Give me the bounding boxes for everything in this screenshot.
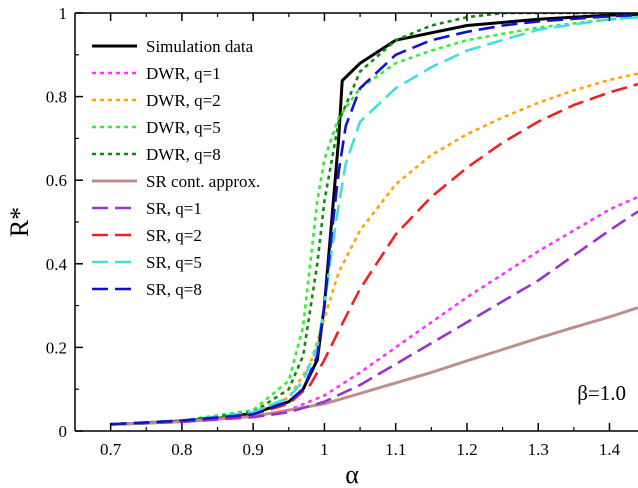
y-tick-label: 0.8	[46, 88, 67, 107]
legend-label-10: SR, q=8	[146, 280, 202, 299]
y-tick-label: 0.6	[46, 171, 67, 190]
annotation-beta: β=1.0	[577, 381, 626, 405]
legend-label-6: SR cont. approx.	[146, 172, 260, 191]
x-tick-label: 0.9	[243, 440, 264, 459]
x-tick-label: 1	[320, 440, 329, 459]
series-line-7	[110, 210, 638, 426]
legend-label-1: Simulation data	[146, 37, 254, 56]
y-tick-label: 1	[59, 4, 68, 23]
x-tick-label: 0.8	[171, 440, 192, 459]
y-tick-label: 0	[59, 422, 68, 441]
series-line-10	[110, 13, 638, 426]
legend-label-7: SR, q=1	[146, 199, 202, 218]
legend-label-5: DWR, q=8	[146, 145, 221, 164]
x-tick-label: 1.2	[456, 440, 477, 459]
y-axis-label: R*	[5, 207, 34, 237]
legend-label-8: SR, q=2	[146, 226, 202, 245]
x-tick-label: 1.4	[599, 440, 621, 459]
x-tick-label: 1.3	[528, 440, 549, 459]
series-line-9	[110, 15, 638, 426]
series-layer	[110, 13, 638, 426]
series-line-6	[110, 306, 638, 426]
legend-label-4: DWR, q=5	[146, 118, 221, 137]
legend-label-3: DWR, q=2	[146, 91, 221, 110]
legend: Simulation data DWR, q=1 DWR, q=2 DWR, q=5 D…	[92, 37, 260, 299]
y-tick-label: 0.2	[46, 338, 67, 357]
x-tick-label: 0.7	[100, 440, 122, 459]
x-axis-label: α	[345, 460, 359, 488]
legend-label-2: DWR, q=1	[146, 64, 221, 83]
axes: 0.7 0.8 0.9 1 1.1 1.2 1.3 1.4 0 0.2 0.4 0.6 0.8 1	[46, 4, 638, 459]
x-tick-label: 1.1	[385, 440, 406, 459]
y-tick-label: 0.4	[46, 255, 68, 274]
legend-label-9: SR, q=5	[146, 253, 202, 272]
series-line-4	[110, 15, 638, 426]
